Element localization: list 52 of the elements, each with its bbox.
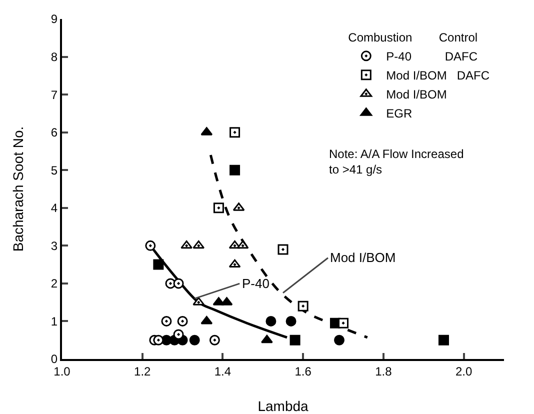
x-tick-label: 1.2 (134, 364, 152, 378)
y-tick-label: 4 (50, 201, 58, 216)
y-tick-label: 6 (50, 126, 58, 140)
legend-label: EGR (386, 106, 412, 121)
point (260, 334, 273, 344)
point (153, 259, 164, 270)
point (278, 244, 288, 255)
y-tick-label: 5 (50, 163, 58, 178)
point (200, 316, 213, 324)
y-tick-label: 8 (50, 50, 58, 64)
point (209, 334, 220, 346)
x-tick-label: 1.0 (54, 364, 71, 378)
point (290, 334, 300, 346)
point (145, 240, 156, 251)
y-tick-label: 3 (50, 238, 58, 253)
y-axis-title: Bacharach Soot No. (10, 126, 26, 252)
legend-label: Mod I/BOM DAFC (386, 68, 490, 83)
point (153, 334, 164, 346)
point (180, 240, 193, 249)
point (266, 316, 276, 326)
point (230, 127, 240, 138)
point (236, 240, 249, 249)
annotation: Note: A/A Flow Increased to >41 g/s (329, 147, 464, 177)
x-axis-title: Lambda (258, 398, 309, 414)
point (192, 240, 205, 249)
legend-title: Combustion Control (348, 30, 478, 44)
legend-label: Mod I/BOM (386, 88, 447, 102)
point (177, 316, 188, 326)
point (173, 329, 184, 340)
point (213, 202, 224, 214)
point (338, 318, 349, 328)
point (230, 164, 240, 176)
point (189, 334, 200, 346)
x-tick-label: 1.6 (294, 364, 312, 378)
point (161, 316, 172, 326)
y-tick-label: 1 (50, 314, 58, 328)
x-tick-label: 1.4 (214, 364, 232, 378)
legend-label: P-40 DAFC (386, 50, 478, 64)
y-tick-label: 0 (50, 352, 58, 366)
point (334, 334, 344, 346)
point (438, 334, 449, 346)
x-tick-label: 1.8 (375, 364, 392, 378)
x-tick-label: 2.0 (455, 364, 472, 378)
point (298, 300, 308, 312)
annotation: P-40 (242, 276, 270, 291)
point (173, 278, 184, 289)
y-tick-label: 7 (50, 88, 58, 102)
annotation: Mod I/BOM (330, 250, 396, 265)
point (286, 316, 296, 326)
y-tick-label: 9 (50, 12, 58, 26)
point (228, 259, 241, 268)
y-tick-label: 2 (50, 276, 58, 291)
